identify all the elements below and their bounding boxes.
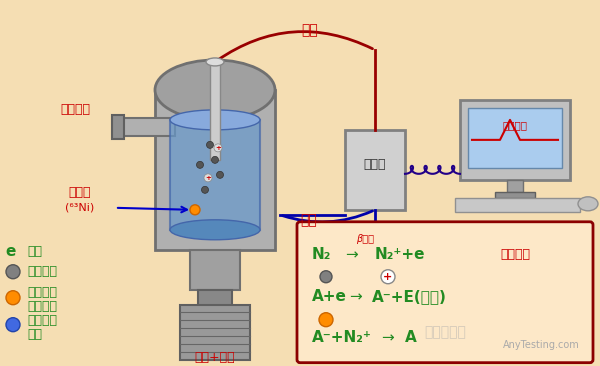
Circle shape bbox=[6, 318, 20, 332]
Circle shape bbox=[204, 174, 212, 182]
Text: →: → bbox=[346, 247, 358, 262]
Bar bbox=[468, 108, 562, 168]
Text: 载气出口: 载气出口 bbox=[60, 104, 90, 116]
Text: β射线: β射线 bbox=[356, 234, 374, 244]
Bar bbox=[455, 198, 580, 212]
Text: 电子: 电子 bbox=[27, 245, 42, 258]
Text: 元素试样: 元素试样 bbox=[27, 314, 57, 327]
Text: +: + bbox=[205, 175, 211, 181]
Text: 载气+组分: 载气+组分 bbox=[194, 351, 235, 364]
Text: 放大器: 放大器 bbox=[364, 158, 386, 171]
Text: +: + bbox=[383, 272, 392, 282]
Circle shape bbox=[202, 186, 209, 193]
Bar bbox=[345, 130, 405, 210]
Bar bbox=[460, 100, 570, 180]
Text: 载气分子: 载气分子 bbox=[27, 265, 57, 278]
Circle shape bbox=[6, 265, 20, 279]
Ellipse shape bbox=[206, 58, 224, 66]
Text: 含氮、磷: 含氮、磷 bbox=[27, 286, 57, 299]
Text: AnyTesting.com: AnyTesting.com bbox=[503, 340, 580, 350]
Bar bbox=[170, 120, 260, 230]
Text: →: → bbox=[349, 289, 361, 304]
FancyBboxPatch shape bbox=[297, 222, 593, 363]
Circle shape bbox=[190, 205, 200, 215]
Bar bbox=[180, 305, 250, 360]
Text: N₂: N₂ bbox=[312, 247, 331, 262]
Bar bbox=[507, 180, 523, 192]
Circle shape bbox=[6, 291, 20, 305]
Text: 等电负性: 等电负性 bbox=[27, 300, 57, 313]
Bar bbox=[155, 90, 275, 250]
Circle shape bbox=[319, 313, 333, 327]
Text: +: + bbox=[215, 145, 221, 151]
Text: A⁻+N₂⁺: A⁻+N₂⁺ bbox=[312, 330, 372, 345]
Bar bbox=[198, 290, 232, 340]
Text: 分子: 分子 bbox=[27, 328, 42, 341]
Circle shape bbox=[212, 156, 218, 163]
Circle shape bbox=[381, 270, 395, 284]
Text: 阳极: 阳极 bbox=[302, 23, 319, 37]
Text: A+e: A+e bbox=[312, 289, 347, 304]
Text: 嘉峪检测网: 嘉峪检测网 bbox=[424, 326, 466, 340]
Text: 产生基流: 产生基流 bbox=[500, 248, 530, 261]
Ellipse shape bbox=[170, 220, 260, 240]
Bar bbox=[190, 250, 240, 290]
Circle shape bbox=[206, 141, 214, 148]
Bar bbox=[495, 192, 535, 198]
Text: e: e bbox=[5, 244, 16, 259]
Text: N₂⁺+e: N₂⁺+e bbox=[375, 247, 425, 262]
Circle shape bbox=[320, 271, 332, 283]
Ellipse shape bbox=[170, 110, 260, 130]
Text: →: → bbox=[382, 330, 394, 345]
Text: 放射源: 放射源 bbox=[69, 186, 91, 199]
Circle shape bbox=[217, 171, 223, 178]
Bar bbox=[120, 118, 175, 136]
Circle shape bbox=[214, 144, 222, 152]
Text: A⁻+E(能量): A⁻+E(能量) bbox=[372, 289, 447, 304]
Text: 阴极: 阴极 bbox=[300, 213, 317, 227]
Bar bbox=[210, 60, 220, 160]
Bar bbox=[112, 115, 124, 139]
Text: A: A bbox=[405, 330, 417, 345]
Circle shape bbox=[197, 161, 203, 168]
Text: (⁶³Ni): (⁶³Ni) bbox=[65, 203, 95, 213]
Ellipse shape bbox=[578, 197, 598, 211]
Text: 控制系统: 控制系统 bbox=[503, 120, 527, 130]
Ellipse shape bbox=[155, 60, 275, 120]
